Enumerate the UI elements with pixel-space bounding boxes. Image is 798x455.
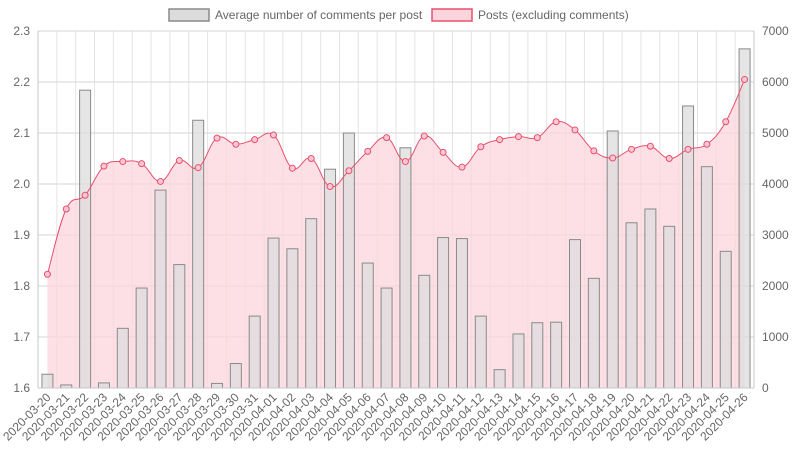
data-point (364, 147, 372, 155)
bar (700, 166, 713, 389)
bar (211, 382, 223, 389)
data-point (646, 142, 654, 150)
bar (97, 382, 110, 389)
bar (380, 287, 393, 389)
data-point (119, 158, 127, 166)
bar (663, 225, 676, 389)
y-right-tick-label: 0 (762, 381, 769, 395)
data-point (251, 136, 259, 144)
y-right-tick-label: 5000 (762, 126, 789, 140)
bar (361, 262, 374, 389)
y-left-tick-label: 1.8 (13, 279, 30, 293)
y-left-tick-label: 2.3 (13, 24, 30, 38)
bar (248, 315, 261, 389)
bar (286, 248, 299, 389)
data-point (514, 133, 522, 141)
data-point (703, 140, 711, 148)
data-point (288, 164, 296, 172)
bar (399, 147, 412, 389)
data-point (307, 155, 315, 162)
bar (512, 333, 525, 389)
bar (587, 277, 600, 389)
bar (324, 168, 337, 389)
data-point (232, 140, 240, 148)
bar (550, 321, 563, 389)
bar (531, 322, 544, 389)
data-point (213, 134, 221, 142)
data-point (496, 136, 504, 144)
axes: 1.6 1.7 1.8 1.9 2.0 2.1 2.2 2.3 0 1000 2000 3000 400… (0, 24, 789, 444)
data-point (270, 131, 278, 139)
data-point (138, 160, 146, 168)
data-point (194, 164, 202, 172)
legend-label-comments: Average number of comments per post (215, 8, 423, 22)
bar (644, 208, 657, 389)
legend-swatch-posts (431, 8, 473, 22)
bar (229, 363, 242, 389)
data-point (533, 134, 541, 142)
y-right-tick-label: 2000 (762, 279, 789, 293)
data-point (383, 134, 391, 142)
bar (173, 264, 186, 389)
data-point (62, 205, 70, 213)
legend-label-posts: Posts (excluding comments) (478, 8, 629, 22)
data-point (722, 118, 730, 126)
y-right-tick-label: 4000 (762, 177, 789, 191)
data-point (609, 154, 617, 162)
bar (493, 369, 506, 389)
data-point (571, 126, 579, 134)
y-right-tick-label: 6000 (762, 75, 789, 89)
data-point (552, 118, 560, 126)
y-left-tick-label: 1.9 (13, 228, 30, 242)
bar (192, 119, 205, 389)
data-point (156, 177, 164, 185)
data-point (458, 163, 466, 171)
bar (41, 373, 54, 389)
data-point (401, 158, 409, 166)
y-right-tick-label: 1000 (762, 330, 789, 344)
data-point (81, 191, 89, 199)
bar (455, 238, 468, 389)
data-point (43, 270, 51, 278)
data-point (741, 75, 749, 83)
data-point (684, 145, 692, 153)
data-point (100, 162, 108, 170)
legend-swatch-comments (168, 8, 210, 22)
bar (625, 222, 638, 389)
bar (116, 327, 129, 389)
bar (569, 239, 581, 389)
y-left-tick-label: 1.7 (13, 330, 30, 344)
y-right-tick-label: 7000 (762, 24, 789, 38)
data-point (628, 145, 636, 153)
bar (267, 237, 280, 389)
data-point (665, 155, 673, 162)
data-point (439, 148, 447, 156)
bar (135, 287, 148, 389)
bar (305, 218, 318, 389)
data-point (590, 147, 598, 155)
y-left-tick-label: 2.1 (13, 126, 30, 140)
y-left-tick-label: 2.2 (13, 75, 30, 89)
data-point (175, 157, 183, 165)
bar (474, 315, 487, 389)
data-point (345, 167, 353, 175)
data-point (326, 183, 334, 191)
bar (154, 189, 167, 389)
bar-series (41, 48, 751, 389)
bar (738, 48, 751, 389)
bar (79, 89, 92, 389)
y-left-tick-label: 1.6 (13, 381, 30, 395)
bar (418, 274, 431, 389)
bar (437, 237, 450, 389)
data-point (420, 132, 428, 140)
bar (606, 130, 619, 389)
data-point (477, 143, 485, 151)
legend: Average number of comments per post Posts… (168, 8, 629, 22)
y-right-tick-label: 3000 (762, 228, 789, 242)
line-series (43, 75, 749, 278)
bar (719, 250, 732, 389)
y-left-tick-label: 2.0 (13, 177, 30, 191)
